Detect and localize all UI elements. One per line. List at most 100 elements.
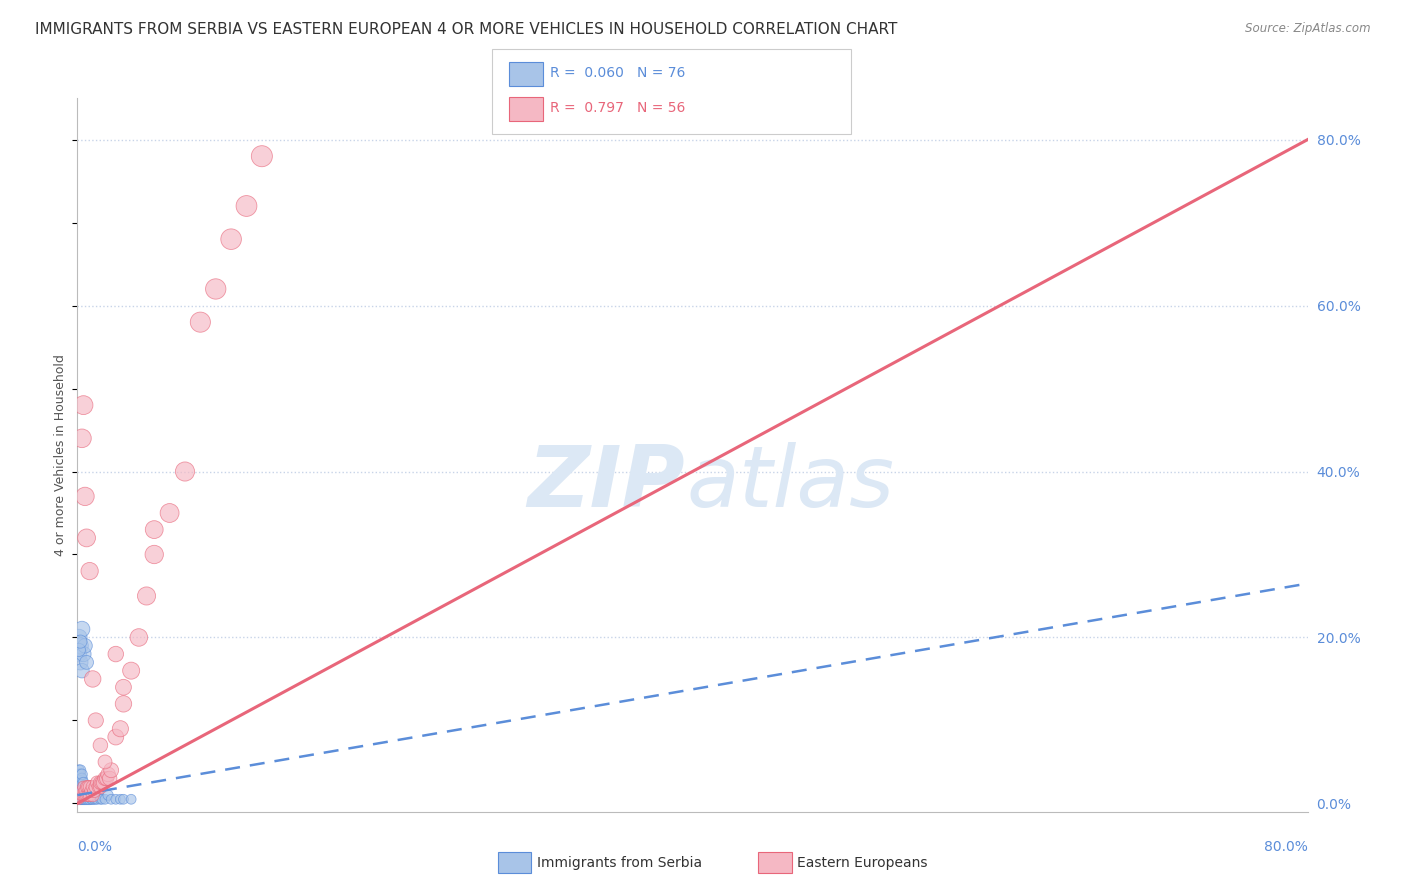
Point bbox=[67, 792, 90, 806]
Point bbox=[79, 788, 101, 802]
Point bbox=[69, 788, 91, 802]
Point bbox=[70, 788, 93, 802]
Point bbox=[77, 788, 100, 802]
Point bbox=[70, 622, 93, 636]
Point bbox=[69, 792, 91, 806]
Point bbox=[70, 780, 93, 794]
Point bbox=[120, 664, 142, 678]
Point bbox=[72, 398, 94, 412]
Point bbox=[72, 647, 94, 661]
Point bbox=[69, 634, 91, 648]
Point bbox=[80, 792, 103, 806]
Point bbox=[67, 772, 90, 786]
Point bbox=[89, 739, 111, 753]
Point bbox=[219, 232, 242, 246]
Point bbox=[83, 784, 105, 798]
Point bbox=[76, 656, 98, 670]
Point bbox=[69, 788, 91, 802]
Point bbox=[72, 788, 94, 802]
Point bbox=[250, 149, 273, 163]
Point bbox=[67, 784, 90, 798]
Point bbox=[82, 672, 104, 686]
Point bbox=[69, 763, 91, 777]
Point bbox=[112, 697, 135, 711]
Text: R =  0.060   N = 76: R = 0.060 N = 76 bbox=[550, 66, 685, 79]
Point bbox=[143, 523, 166, 537]
Point bbox=[87, 788, 110, 802]
Point bbox=[69, 788, 91, 802]
Point bbox=[96, 772, 118, 786]
Point bbox=[77, 784, 100, 798]
Point bbox=[104, 792, 127, 806]
Point bbox=[120, 792, 142, 806]
Point bbox=[72, 780, 94, 794]
Point bbox=[67, 763, 90, 777]
Point bbox=[84, 714, 107, 728]
Point bbox=[128, 631, 150, 645]
Point bbox=[79, 564, 101, 578]
Point bbox=[84, 792, 107, 806]
Point bbox=[135, 589, 157, 603]
Point bbox=[69, 780, 91, 794]
Point bbox=[82, 780, 104, 794]
Point bbox=[73, 780, 96, 794]
Point bbox=[94, 755, 117, 769]
Point bbox=[82, 788, 104, 802]
Point bbox=[70, 664, 93, 678]
Point bbox=[110, 722, 132, 736]
Point bbox=[70, 772, 93, 786]
Point bbox=[77, 788, 100, 802]
Point bbox=[143, 548, 166, 562]
Point bbox=[67, 775, 90, 789]
Text: Source: ZipAtlas.com: Source: ZipAtlas.com bbox=[1246, 22, 1371, 36]
Text: atlas: atlas bbox=[688, 442, 894, 525]
Text: 80.0%: 80.0% bbox=[1264, 840, 1308, 855]
Point bbox=[67, 788, 90, 802]
Point bbox=[70, 431, 93, 445]
Point bbox=[86, 792, 108, 806]
Point bbox=[97, 788, 120, 802]
Point bbox=[70, 775, 93, 789]
Text: 0.0%: 0.0% bbox=[77, 840, 112, 855]
Point bbox=[89, 775, 111, 789]
Point bbox=[79, 792, 101, 806]
Point bbox=[87, 780, 110, 794]
Point bbox=[76, 780, 98, 794]
Point bbox=[235, 199, 257, 213]
Point bbox=[77, 780, 100, 794]
Point bbox=[73, 788, 96, 802]
Point bbox=[69, 656, 91, 670]
Point bbox=[70, 788, 93, 802]
Point bbox=[76, 784, 98, 798]
Point bbox=[89, 792, 111, 806]
Point bbox=[98, 772, 121, 786]
Point bbox=[67, 780, 90, 794]
Point bbox=[73, 639, 96, 653]
Point bbox=[73, 490, 96, 504]
Point bbox=[82, 788, 104, 802]
Point bbox=[69, 792, 91, 806]
Point bbox=[89, 780, 111, 794]
Point bbox=[90, 792, 114, 806]
Point bbox=[67, 767, 90, 781]
Point bbox=[76, 788, 98, 802]
Point bbox=[100, 763, 122, 777]
Point bbox=[104, 647, 127, 661]
Point bbox=[69, 772, 91, 786]
Point bbox=[67, 792, 90, 806]
Point bbox=[97, 767, 120, 781]
Point bbox=[80, 784, 103, 798]
Point bbox=[79, 788, 101, 802]
Point bbox=[77, 792, 100, 806]
Point bbox=[94, 772, 117, 786]
Point bbox=[72, 792, 94, 806]
Point bbox=[70, 784, 93, 798]
Point bbox=[72, 780, 94, 794]
Point bbox=[159, 506, 181, 520]
Point bbox=[76, 788, 98, 802]
Text: ZIP: ZIP bbox=[527, 442, 685, 525]
Text: R =  0.797   N = 56: R = 0.797 N = 56 bbox=[550, 102, 685, 115]
Point bbox=[72, 788, 94, 802]
Y-axis label: 4 or more Vehicles in Household: 4 or more Vehicles in Household bbox=[53, 354, 67, 556]
Point bbox=[86, 775, 108, 789]
